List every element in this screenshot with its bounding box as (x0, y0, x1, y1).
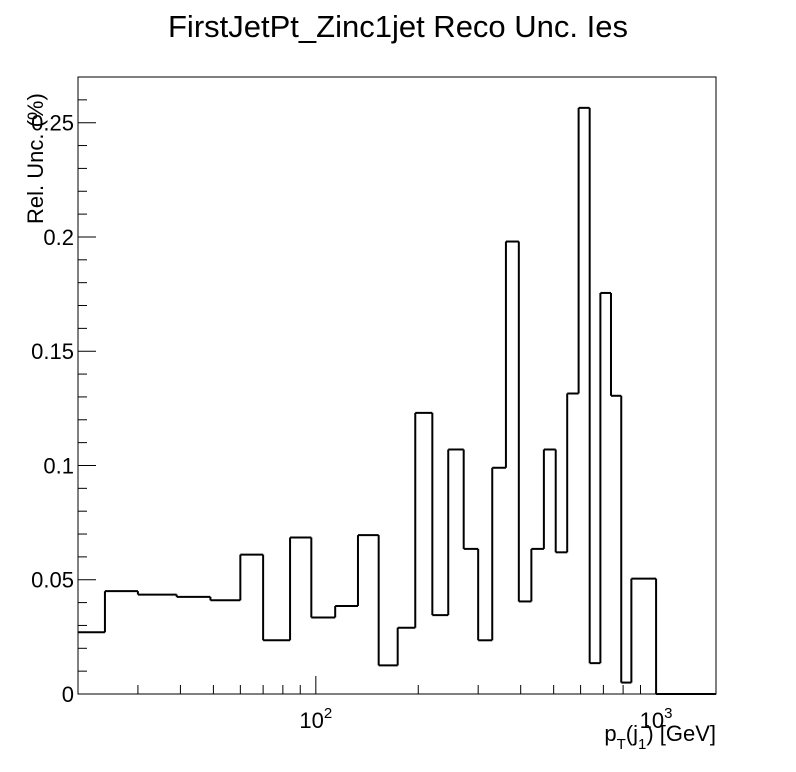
chart-title: FirstJetPt_Zinc1jet Reco Unc. Ies (168, 9, 628, 44)
x-axis-label-end: ) [GeV] (646, 721, 716, 746)
x-axis-label-sub-t: T (617, 736, 626, 753)
y-tick-label: 0.05 (31, 568, 74, 593)
y-axis-label: Rel. Unc. (%) (23, 93, 48, 224)
y-tick-label: 0.25 (31, 111, 74, 136)
x-tick-exponent: 3 (664, 705, 672, 722)
x-axis-label: pT(j1) [GeV] (604, 721, 716, 753)
x-axis-label-p: p (604, 721, 616, 746)
y-axis: 0 0.05 0.1 0.15 0.2 0.25 (31, 99, 96, 707)
x-tick-exponent: 2 (324, 705, 332, 722)
y-tick-label: 0 (62, 682, 74, 707)
x-axis-label-sub-1: 1 (638, 736, 646, 753)
histogram (78, 106, 716, 695)
x-axis: 102 103 (77, 676, 673, 733)
x-axis-label-mid: (j (626, 721, 638, 746)
y-tick-label: 0.1 (43, 453, 74, 478)
x-tick-base: 10 (640, 708, 664, 733)
x-tick-label: 103 (640, 705, 673, 733)
plot-frame (77, 76, 717, 695)
x-tick-base: 10 (299, 708, 323, 733)
y-tick-label: 0.15 (31, 339, 74, 364)
x-tick-label: 102 (299, 705, 332, 733)
y-tick-label: 0.2 (43, 225, 74, 250)
